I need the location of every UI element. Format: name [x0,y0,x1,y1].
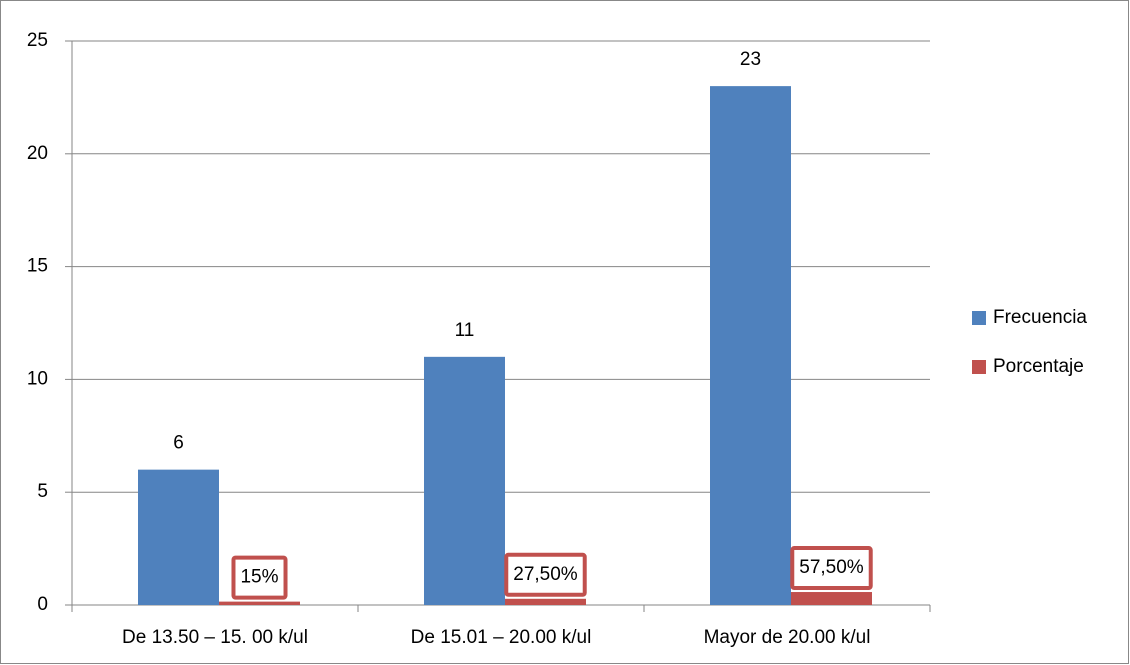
bar [505,598,586,605]
value-label-box [790,546,873,591]
value-label: 27,50% [513,564,578,585]
bar [710,86,791,606]
value-label: 57,50% [799,557,864,578]
legend-swatch [972,311,986,325]
value-label: 6 [173,433,184,454]
bar [219,601,300,605]
value-label: 23 [740,49,761,70]
value-label-box [504,552,587,597]
y-tick-label: 15 [27,256,48,277]
x-tick-label: Mayor de 20.00 k/ul [704,627,871,648]
y-tick-label: 25 [27,30,48,51]
y-tick-label: 5 [37,481,48,502]
y-tick-label: 0 [37,594,48,615]
bar [138,469,219,605]
bar [791,592,872,605]
value-label: 15% [240,567,278,588]
legend-swatch [972,360,986,374]
legend-label: Frecuencia [993,307,1087,328]
value-label-box [231,555,288,600]
value-label: 11 [455,320,475,341]
x-tick-label: De 13.50 – 15. 00 k/ul [122,627,308,648]
y-tick-label: 20 [27,143,48,164]
bar [424,356,505,605]
x-tick-label: De 15.01 – 20.00 k/ul [411,627,592,648]
y-tick-label: 10 [27,368,48,389]
legend-label: Porcentaje [993,356,1084,377]
